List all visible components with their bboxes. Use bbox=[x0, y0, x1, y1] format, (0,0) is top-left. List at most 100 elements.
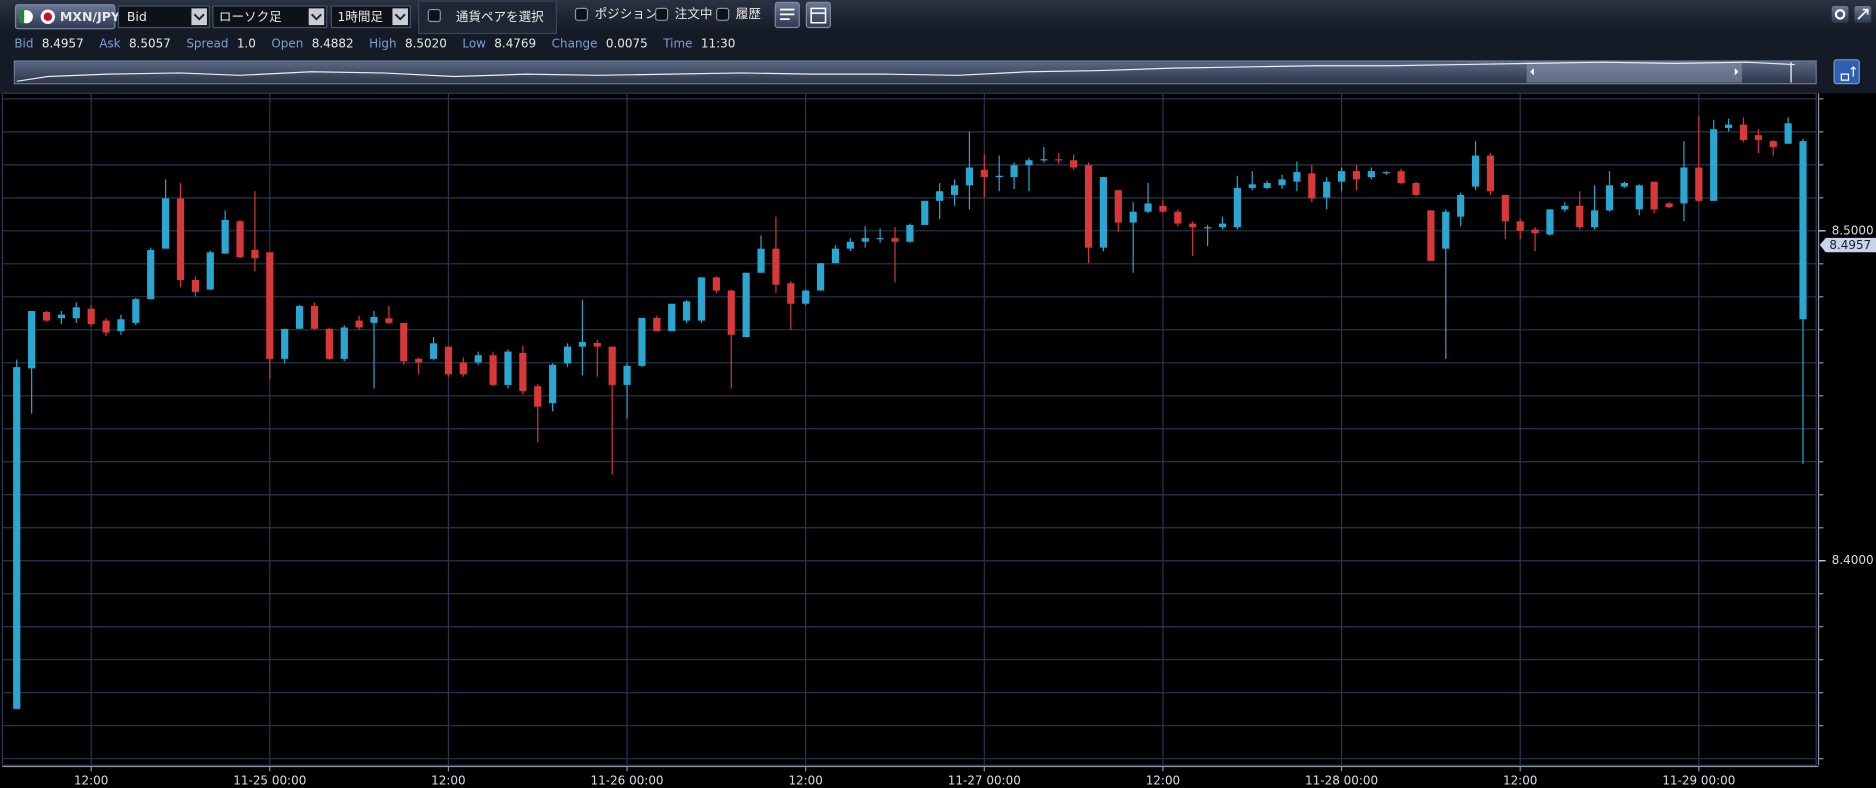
checkbox[interactable] bbox=[574, 7, 589, 21]
candle-body bbox=[87, 308, 95, 325]
checkbox[interactable] bbox=[427, 8, 441, 23]
checkbox[interactable] bbox=[655, 7, 669, 21]
candle-body bbox=[936, 191, 944, 201]
candle-body bbox=[1769, 141, 1777, 148]
timeframe: 1時間足 bbox=[337, 9, 383, 24]
x-tick-label: 11-28 00:00 bbox=[1305, 773, 1378, 787]
candle-body bbox=[1010, 165, 1018, 178]
candle-body bbox=[266, 252, 274, 359]
x-tick-label: 11-25 00:00 bbox=[233, 773, 306, 787]
candle-body bbox=[459, 362, 467, 375]
candle-body bbox=[57, 314, 65, 319]
navigator[interactable] bbox=[13, 60, 1817, 85]
candle-body bbox=[1070, 160, 1078, 168]
candle-body bbox=[980, 169, 988, 178]
candle-body bbox=[1397, 171, 1405, 184]
candle-body bbox=[1501, 194, 1509, 222]
candle-body bbox=[1605, 185, 1614, 211]
checkbox[interactable] bbox=[716, 7, 730, 21]
settings-button[interactable] bbox=[1831, 5, 1849, 23]
candle-body bbox=[1204, 227, 1212, 229]
candle-body bbox=[1308, 173, 1316, 199]
dropdown-arrow bbox=[191, 8, 207, 26]
candle-body bbox=[191, 279, 199, 292]
timeframe-select[interactable] bbox=[330, 5, 411, 29]
price-marker-tag bbox=[1819, 237, 1876, 253]
candle-body bbox=[504, 351, 512, 385]
flag-icon bbox=[43, 12, 53, 21]
x-tick-label: 12:00 bbox=[1146, 773, 1180, 787]
candle-body bbox=[117, 319, 125, 332]
candle-body bbox=[295, 306, 304, 329]
candle-body bbox=[995, 175, 1003, 178]
candle-body bbox=[1739, 124, 1748, 141]
candle-body bbox=[1486, 155, 1495, 192]
candle-body bbox=[251, 249, 259, 259]
candle-body bbox=[1665, 203, 1673, 208]
candle-body bbox=[1427, 210, 1435, 261]
x-tick-label: 12:00 bbox=[788, 773, 822, 787]
candle-body bbox=[1174, 211, 1182, 224]
chart-type-select[interactable] bbox=[212, 5, 328, 29]
candle-body bbox=[13, 367, 21, 709]
candle-body bbox=[1233, 187, 1241, 228]
quote-label: Ask bbox=[99, 37, 120, 51]
toggle-label: 履歴 bbox=[736, 6, 762, 21]
x-tick-label: 12:00 bbox=[1503, 773, 1537, 787]
candle-body bbox=[1457, 194, 1465, 217]
candle-body bbox=[1561, 205, 1569, 210]
candle-body bbox=[340, 327, 348, 359]
candle-body bbox=[1516, 221, 1524, 231]
pair-select-button[interactable] bbox=[418, 0, 557, 35]
candle-body bbox=[42, 311, 51, 321]
candle-body bbox=[876, 238, 884, 240]
x-tick-label: 11-26 00:00 bbox=[591, 773, 664, 787]
candle-body bbox=[1710, 129, 1718, 201]
flag-icon bbox=[19, 10, 25, 24]
x-tick-label: 11-27 00:00 bbox=[948, 773, 1021, 787]
icon-button[interactable] bbox=[805, 1, 831, 29]
candle-body bbox=[1278, 179, 1286, 186]
lock-button[interactable] bbox=[1833, 59, 1860, 85]
candle-body bbox=[623, 365, 631, 385]
quote-value: 1.0 bbox=[237, 37, 256, 51]
candle-body bbox=[429, 343, 438, 359]
candle-body bbox=[1725, 124, 1733, 128]
quote-label: Time bbox=[662, 37, 692, 51]
candle-body bbox=[608, 346, 616, 385]
candle-body bbox=[593, 343, 601, 347]
navigator-window[interactable] bbox=[1526, 62, 1742, 83]
dropdown-arrow bbox=[308, 8, 325, 26]
candle-body bbox=[1754, 135, 1762, 141]
candle-body bbox=[1576, 205, 1584, 228]
candle-body bbox=[355, 320, 363, 328]
candle-body bbox=[1799, 141, 1807, 320]
candle-body bbox=[72, 307, 80, 319]
candle-body bbox=[578, 342, 586, 347]
quote-value: 8.4769 bbox=[494, 37, 536, 51]
candle-body bbox=[802, 290, 810, 304]
candle-body bbox=[1293, 172, 1301, 182]
quote-label: Low bbox=[462, 37, 486, 51]
candle-body bbox=[534, 386, 542, 407]
candle-body bbox=[489, 355, 497, 385]
candle-body bbox=[1680, 167, 1688, 204]
candle-body bbox=[102, 320, 110, 333]
price-type-select[interactable] bbox=[117, 5, 210, 29]
icon bbox=[780, 8, 795, 21]
icon bbox=[1834, 9, 1846, 20]
candle-body bbox=[1784, 123, 1792, 144]
candle-body bbox=[415, 358, 423, 363]
candle-body bbox=[1218, 223, 1227, 228]
quote-label: Spread bbox=[186, 37, 228, 51]
candle-body bbox=[1129, 211, 1137, 223]
candle-body bbox=[1695, 167, 1703, 201]
candle-body bbox=[310, 306, 319, 329]
candle-body bbox=[921, 200, 929, 225]
quote-value: 0.0075 bbox=[606, 37, 648, 51]
quote-label: Bid bbox=[14, 37, 33, 51]
symbol-button[interactable] bbox=[14, 4, 116, 30]
toggle-label: ポジション bbox=[595, 6, 658, 21]
price-marker-label: 8.4957 bbox=[1829, 238, 1871, 252]
